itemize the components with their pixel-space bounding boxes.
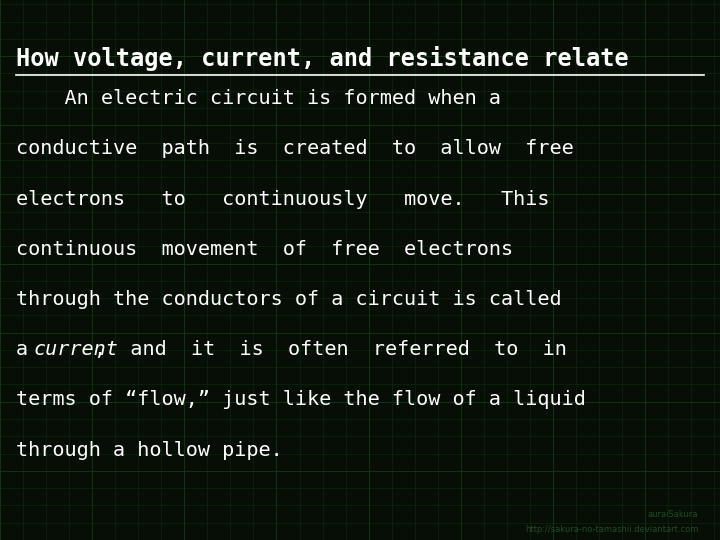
Text: An electric circuit is formed when a: An electric circuit is formed when a (16, 89, 501, 108)
Text: current: current (33, 340, 118, 359)
Text: How voltage, current, and resistance relate: How voltage, current, and resistance rel… (16, 46, 629, 71)
Text: through the conductors of a circuit is called: through the conductors of a circuit is c… (16, 290, 562, 309)
Text: http://sakura-no-tamashii.deviantart.com: http://sakura-no-tamashii.deviantart.com (525, 525, 698, 534)
Text: auraiSakura: auraiSakura (648, 510, 698, 519)
Text: electrons   to   continuously   move.   This: electrons to continuously move. This (16, 190, 549, 208)
Text: through a hollow pipe.: through a hollow pipe. (16, 441, 282, 460)
Text: ,  and  it  is  often  referred  to  in: , and it is often referred to in (94, 340, 567, 359)
Text: conductive  path  is  created  to  allow  free: conductive path is created to allow free (16, 139, 574, 158)
Text: continuous  movement  of  free  electrons: continuous movement of free electrons (16, 240, 513, 259)
Text: a: a (16, 340, 40, 359)
Text: terms of “flow,” just like the flow of a liquid: terms of “flow,” just like the flow of a… (16, 390, 585, 409)
